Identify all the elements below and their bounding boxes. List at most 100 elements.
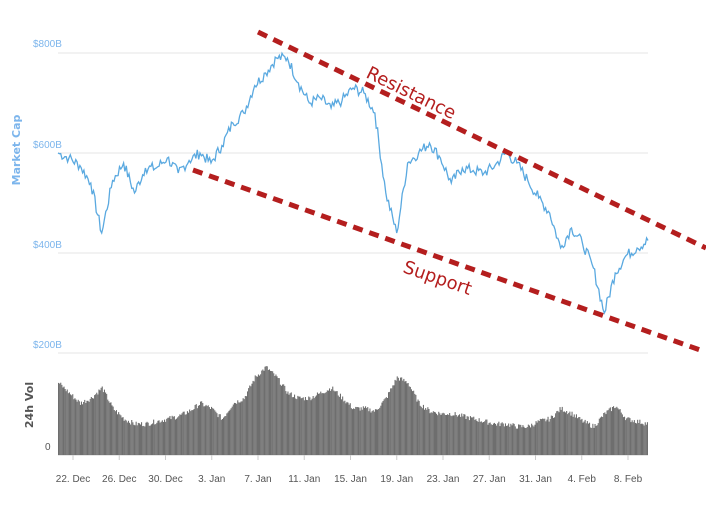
volume-bar xyxy=(98,389,100,455)
volume-bar xyxy=(549,419,551,455)
volume-bar xyxy=(284,385,286,455)
volume-bar xyxy=(554,417,556,455)
market-cap-line xyxy=(57,51,649,315)
volume-bar xyxy=(282,384,284,455)
volume-bar xyxy=(265,366,267,455)
volume-bar xyxy=(168,417,170,455)
volume-bar xyxy=(514,426,516,455)
volume-bar xyxy=(570,415,572,455)
volume-bar xyxy=(94,395,96,455)
volume-bar xyxy=(320,391,322,455)
volume-bar xyxy=(619,409,621,455)
volume-bar xyxy=(288,394,290,455)
volume-bar xyxy=(383,399,385,455)
volume-bar xyxy=(398,380,400,455)
volume-bar xyxy=(599,417,601,455)
trendlines xyxy=(192,29,706,353)
volume-bar xyxy=(437,415,439,455)
volume-bar xyxy=(381,402,383,455)
volume-bar xyxy=(124,419,126,455)
volume-bar xyxy=(478,418,480,455)
volume-bar xyxy=(338,396,340,455)
volume-bar xyxy=(160,421,162,455)
volume-bar xyxy=(542,418,544,455)
volume-bar xyxy=(572,416,574,455)
volume-bar xyxy=(249,385,251,455)
volume-bar xyxy=(159,422,161,455)
volume-bar xyxy=(130,424,132,455)
volume-bar xyxy=(232,404,234,455)
volume-bar xyxy=(216,413,218,455)
volume-bar xyxy=(620,412,622,455)
volume-bar xyxy=(640,424,642,455)
volume-bar xyxy=(286,393,288,455)
volume-bar xyxy=(346,401,348,455)
volume-bar xyxy=(82,404,84,455)
volume-bar xyxy=(308,396,310,455)
volume-bar xyxy=(107,399,109,455)
volume-bar xyxy=(388,392,390,455)
volume-bar xyxy=(129,422,131,455)
volume-bar xyxy=(477,421,479,455)
volume-bar xyxy=(622,417,624,455)
volume-bar xyxy=(586,421,588,455)
volume-bar xyxy=(447,414,449,455)
x-tick-label: 26. Dec xyxy=(102,474,136,485)
volume-bar xyxy=(462,416,464,455)
volume-bar xyxy=(439,413,441,455)
volume-bar xyxy=(310,400,312,455)
volume-bar xyxy=(504,423,506,455)
volume-bar xyxy=(518,424,520,455)
x-tick-label: 8. Feb xyxy=(614,474,643,485)
volume-bar xyxy=(287,391,289,455)
volume-bar xyxy=(466,416,468,455)
volume-bar xyxy=(597,423,599,455)
volume-bar xyxy=(590,427,592,455)
grid xyxy=(58,52,648,456)
volume-bar xyxy=(558,412,560,455)
volume-bar xyxy=(119,414,121,455)
ytick-label: $600B xyxy=(33,140,62,151)
volume-bar xyxy=(95,394,97,455)
volume-bar xyxy=(607,410,609,455)
ytick-label: $800B xyxy=(33,39,62,50)
volume-bar xyxy=(196,408,198,455)
volume-bar xyxy=(531,423,533,455)
volume-bar xyxy=(366,408,368,455)
volume-bar xyxy=(179,414,181,455)
volume-bar xyxy=(417,399,419,455)
volume-bar xyxy=(134,425,136,455)
volume-bar xyxy=(578,417,580,455)
volume-bar xyxy=(65,391,67,455)
volume-bar xyxy=(543,418,545,455)
volume-bar xyxy=(88,401,90,455)
volume-bar xyxy=(613,406,615,455)
volume-bar xyxy=(434,412,436,455)
volume-bar xyxy=(474,419,476,455)
volume-bar xyxy=(277,378,279,455)
volume-bar xyxy=(533,426,535,455)
volume-bar xyxy=(574,417,576,455)
volume-bar xyxy=(255,376,257,455)
volume-bar xyxy=(483,422,485,455)
volume-bar xyxy=(64,389,66,455)
volume-bar xyxy=(390,388,392,455)
volume-bar xyxy=(207,405,209,455)
volume-bar xyxy=(566,411,568,455)
volume-bar xyxy=(632,422,634,455)
volume-bar xyxy=(506,425,508,455)
volume-bar xyxy=(171,415,173,455)
volume-bar xyxy=(548,421,550,455)
volume-bar xyxy=(182,411,184,455)
volume-bar xyxy=(87,400,89,455)
volume-bar xyxy=(316,392,318,455)
volume-bar xyxy=(355,406,357,455)
volume-bar xyxy=(314,396,316,455)
volume-bar xyxy=(133,424,135,455)
volume-bar xyxy=(621,414,623,455)
volume-bar xyxy=(231,406,233,455)
volume-bar xyxy=(331,389,333,455)
volume-bar xyxy=(595,426,597,455)
volume-bar xyxy=(202,403,204,455)
